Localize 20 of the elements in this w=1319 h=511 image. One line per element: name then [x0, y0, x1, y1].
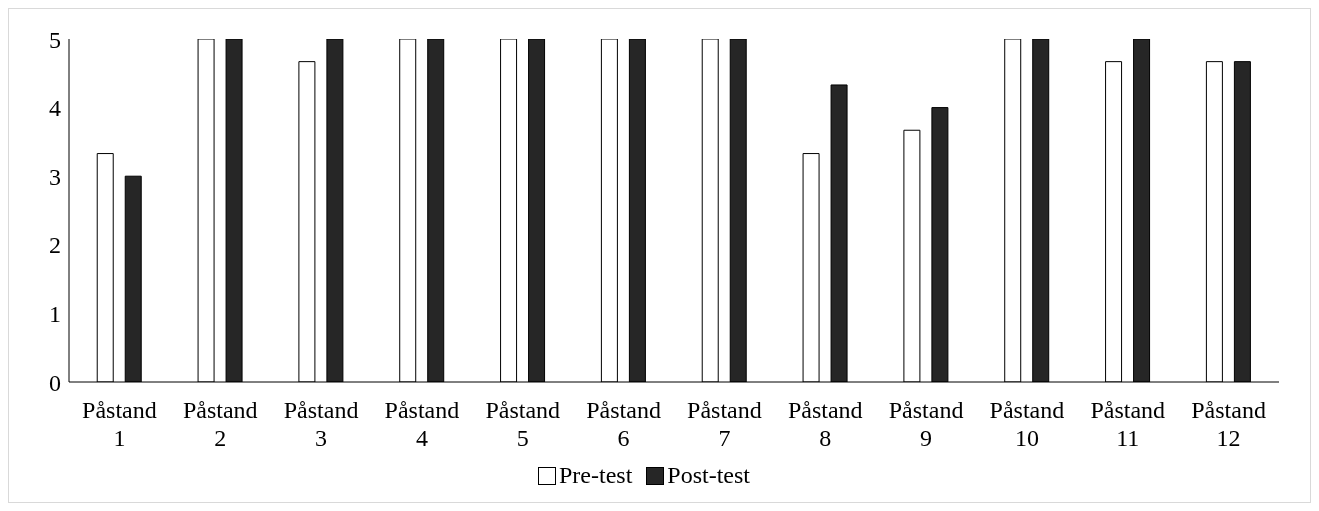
legend-label: Post-test	[667, 462, 750, 489]
x-tick-label: Påstand 3	[283, 396, 359, 452]
legend-label: Pre-test	[559, 462, 633, 489]
x-tick-label: Påstand 9	[888, 396, 964, 452]
x-tick-label: Påstand 8	[787, 396, 863, 452]
y-tick-label: 5	[49, 26, 61, 53]
x-tick-label: Påstand 6	[586, 396, 661, 452]
x-tick-label: Påstand 12	[1191, 396, 1266, 452]
y-tick-label: 3	[49, 163, 61, 190]
x-tick-label: Påstand 11	[1090, 396, 1166, 452]
x-tick-label: Påstand 2	[182, 396, 258, 452]
x-tick-label: Påstand 4	[384, 396, 460, 452]
x-tick-label: Påstand 10	[989, 396, 1065, 452]
x-tick-label: Påstand 5	[485, 396, 561, 452]
y-tick-label: 4	[49, 95, 61, 122]
y-tick-label: 2	[49, 232, 61, 259]
y-tick-label: 0	[49, 369, 61, 396]
y-tick-label: 1	[49, 300, 61, 327]
x-tick-label: Påstand 1	[82, 396, 157, 452]
x-tick-label: Påstand 7	[687, 396, 762, 452]
